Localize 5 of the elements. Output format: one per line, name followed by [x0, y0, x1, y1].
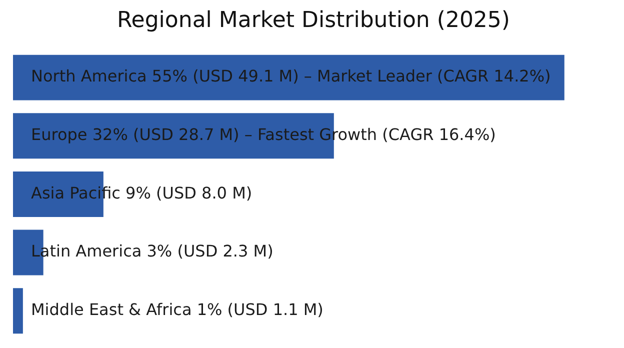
bar: [13, 288, 23, 334]
bar: [13, 54, 564, 100]
y-tick-label: North America 55% (USD 49.1 M) – Market Leader (CAGR 14.2%): [31, 66, 551, 86]
chart-title: Regional Market Distribution (2025): [116, 8, 510, 33]
y-tick-label: Middle East & Africa 1% (USD 1.1 M): [31, 300, 324, 319]
